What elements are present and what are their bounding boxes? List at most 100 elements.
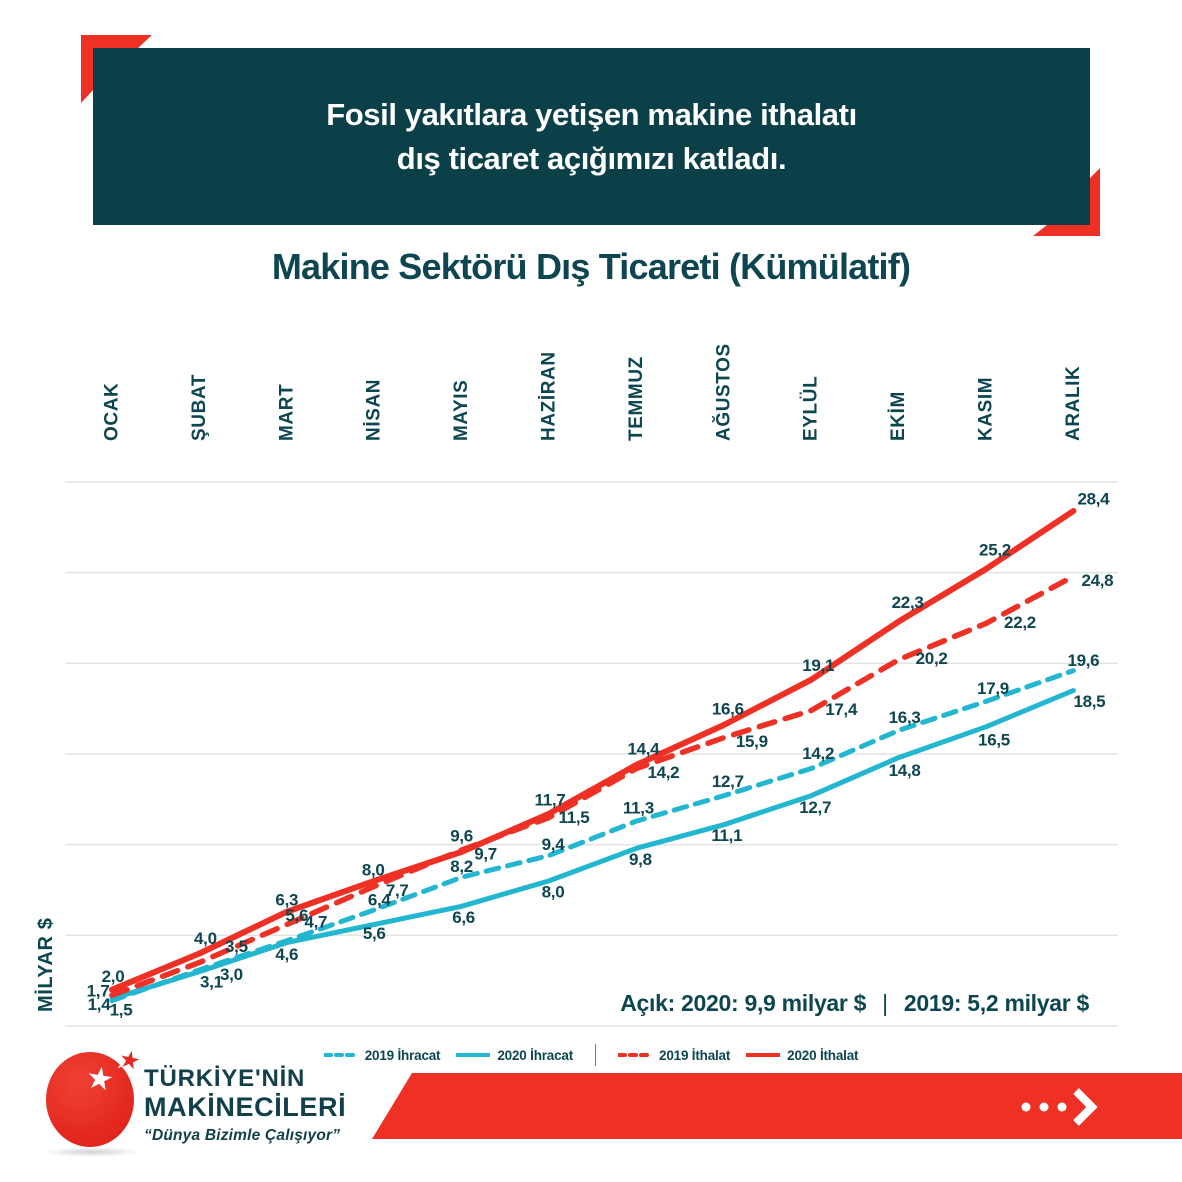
legend-item-2019-i̇hracat: 2019 İhracat — [323, 1047, 441, 1063]
data-label: 8,0 — [362, 860, 385, 879]
month-label: AĞUSTOS — [712, 343, 734, 441]
data-label: 2,0 — [102, 967, 125, 986]
data-label: 16,5 — [978, 730, 1010, 749]
series-line-2019-i̇thalat — [109, 573, 1077, 998]
legend-divider — [595, 1044, 597, 1066]
data-label: 1,4 — [88, 995, 112, 1014]
chart-gridlines — [65, 481, 1118, 1027]
data-label: 4,0 — [194, 929, 217, 948]
chart-month-labels: OCAK ŞUBAT MART NİSAN MAYIS HAZİRAN TEMMUZ AĞUS… — [102, 343, 1084, 441]
data-label: 9,6 — [450, 826, 473, 845]
month-label: MART — [276, 384, 297, 441]
data-label: 11,5 — [559, 808, 590, 827]
dashed-line-swatch-icon — [323, 1053, 358, 1057]
data-label: 28,4 — [1077, 490, 1110, 509]
header-title-line2: dış ticaret açığımızı katladı. — [396, 140, 787, 176]
data-label: 3,5 — [225, 937, 248, 956]
data-label: 14,2 — [647, 763, 679, 782]
data-label: 6,3 — [275, 890, 298, 909]
data-label: 7,7 — [386, 881, 409, 900]
chart-legend: 2019 İhracat 2020 İhracat 2019 İthalat 2020… — [0, 1044, 922, 1066]
logo-shadow — [42, 1147, 142, 1157]
month-label: OCAK — [102, 383, 123, 441]
solid-line-swatch-icon — [746, 1053, 781, 1057]
data-label: 24,8 — [1081, 571, 1113, 590]
legend-item-2020-i̇thalat: 2020 İthalat — [746, 1048, 858, 1063]
data-label: 15,9 — [736, 732, 768, 751]
chart-data-labels: 1,4 3,1 4,7 6,4 8,2 9,4 11,3 12,7 14,2 16,3 17,9 19… — [87, 490, 1114, 1020]
data-label: 1,7 — [87, 982, 110, 1001]
data-label: 11,1 — [711, 826, 742, 845]
data-label: 19,1 — [802, 656, 834, 675]
month-label: HAZİRAN — [539, 351, 560, 441]
month-label: TEMMUZ — [626, 356, 647, 441]
footer-banner — [372, 1073, 1182, 1139]
forward-arrow-button[interactable] — [1014, 1086, 1114, 1126]
y-axis-label: MİLYAR $ — [34, 918, 57, 1012]
chart-series-lines — [109, 508, 1077, 1004]
data-label: 6,6 — [452, 908, 475, 927]
deficit-note: Açık: 2020: 9,9 milyar $ | 2019: 5,2 milya… — [620, 990, 1089, 1017]
data-label: 9,7 — [474, 845, 497, 864]
dashed-line-swatch-icon — [618, 1053, 653, 1057]
month-label: KASIM — [976, 377, 997, 441]
series-line-2020-i̇hracat — [109, 688, 1076, 1002]
legend-label: 2019 İhracat — [364, 1047, 441, 1063]
data-label: 3,0 — [220, 965, 243, 984]
data-label: 9,4 — [542, 835, 566, 854]
header-banner: Fosil yakıtlara yetişen makine ithalatı … — [93, 48, 1090, 225]
data-label: 11,3 — [623, 799, 654, 818]
data-label: 14,8 — [889, 761, 921, 780]
legend-item-2020-i̇hracat: 2020 İhracat — [456, 1048, 573, 1063]
series-line-2020-i̇thalat — [109, 508, 1077, 993]
note-separator: | — [882, 990, 888, 1016]
data-label: 16,6 — [712, 700, 744, 719]
data-label: 5,6 — [285, 906, 308, 925]
legend-label: 2020 İhracat — [497, 1047, 574, 1063]
data-label: 4,6 — [275, 945, 298, 964]
data-label: 18,5 — [1073, 692, 1105, 711]
deficit-note-2019: 2019: 5,2 milyar $ — [903, 990, 1089, 1016]
forward-arrow-icon — [1021, 1088, 1098, 1126]
data-label: 19,6 — [1067, 651, 1099, 670]
data-label: 22,3 — [892, 593, 924, 612]
data-label: 9,8 — [629, 850, 652, 869]
month-label: ŞUBAT — [189, 374, 210, 441]
brand-logo-circle-icon — [46, 1052, 134, 1147]
data-label: 6,4 — [368, 890, 392, 909]
chart-title: Makine Sektörü Dış Ticareti (Kümülatif) — [271, 246, 911, 287]
data-label: 17,4 — [825, 700, 858, 719]
series-line-2019-i̇hracat — [109, 668, 1076, 1004]
deficit-note-2020: Açık: 2020: 9,9 milyar $ — [620, 990, 867, 1016]
data-label: 8,0 — [542, 882, 565, 901]
data-label: 16,3 — [889, 708, 921, 727]
month-label: NİSAN — [364, 379, 385, 441]
solid-line-swatch-icon — [456, 1053, 491, 1057]
legend-item-2019-i̇thalat: 2019 İthalat — [618, 1048, 730, 1063]
data-label: 4,7 — [304, 912, 327, 931]
legend-label: 2020 İthalat — [787, 1047, 859, 1063]
month-label: MAYIS — [451, 380, 472, 441]
brand-block: TÜRKİYE'NİN MAKİNECİLERİ “Dünya Bizimle … — [144, 1066, 346, 1145]
month-label: EYLÜL — [801, 376, 822, 441]
data-label: 14,2 — [802, 744, 834, 763]
data-label: 1,5 — [110, 1000, 133, 1019]
brand-name-line1: TÜRKİYE'NİN — [144, 1065, 306, 1092]
data-label: 14,4 — [627, 739, 660, 758]
data-label: 22,2 — [1004, 613, 1036, 632]
data-label: 25,2 — [979, 541, 1011, 560]
month-label: ARALIK — [1063, 366, 1084, 441]
data-label: 12,7 — [712, 772, 744, 791]
data-label: 11,7 — [535, 790, 566, 809]
data-label: 17,9 — [977, 679, 1009, 698]
legend-label: 2019 İthalat — [659, 1047, 731, 1063]
data-label: 12,7 — [799, 798, 831, 817]
data-label: 3,1 — [200, 972, 223, 991]
data-label: 5,6 — [363, 924, 386, 943]
brand-name-line2: MAKİNECİLERİ — [144, 1092, 347, 1122]
month-label: EKİM — [888, 391, 909, 441]
data-label: 8,2 — [450, 857, 473, 876]
data-label: 20,2 — [916, 649, 948, 668]
